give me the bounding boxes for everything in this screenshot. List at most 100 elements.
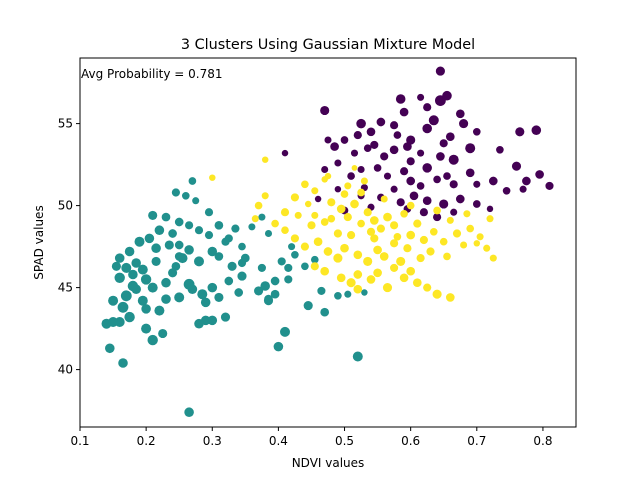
cluster-2-point [273,341,284,352]
cluster-3-point [412,278,422,288]
y-axis-label: SPAD values [32,205,46,279]
cluster-3-point [463,210,471,218]
cluster-1-point [417,149,425,157]
cluster-3-point [340,243,349,253]
cluster-2-point [258,213,266,221]
x-tick-label: 0.2 [137,434,156,448]
cluster-2-point [277,257,286,266]
cluster-2-point [194,318,204,329]
cluster-3-point [357,188,365,197]
cluster-2-point [220,312,231,322]
cluster-3-point [353,270,363,279]
cluster-1-point [422,196,432,206]
cluster-2-point [317,286,326,295]
cluster-1-point [472,200,481,208]
cluster-2-point [144,233,155,244]
cluster-2-point [118,358,128,368]
cluster-2-point [134,236,145,247]
cluster-1-point [443,172,451,180]
cluster-2-point [131,258,141,268]
cluster-1-point [417,93,425,101]
cluster-2-point [264,229,273,238]
cluster-3-point [333,229,342,238]
cluster-2-point [361,289,368,296]
cluster-2-point [204,231,214,240]
cluster-3-point [390,263,399,272]
cluster-2-point [141,304,151,314]
cluster-2-point [171,188,180,197]
cluster-2-point [137,264,148,275]
cluster-2-point [214,252,224,261]
cluster-1-point [472,127,481,136]
cluster-2-point [120,290,132,302]
cluster-2-point [214,292,224,302]
cluster-2-point [117,301,129,313]
cluster-2-point [194,226,204,235]
cluster-3-point [445,293,455,302]
cluster-3-point [379,252,389,261]
cluster-1-point [389,145,399,155]
cluster-1-point [465,168,475,178]
cluster-3-point [300,242,309,251]
cluster-3-point [443,252,451,261]
cluster-2-point [111,261,121,271]
cluster-2-point [137,295,148,306]
cluster-1-point [347,172,355,180]
cluster-2-point [114,253,125,263]
cluster-1-point [366,127,376,137]
cluster-1-point [406,135,416,145]
cluster-3-point [373,268,382,278]
cluster-3-point [460,241,468,249]
cluster-2-point [194,256,204,267]
cluster-3-point [311,211,319,219]
cluster-3-point [320,218,329,226]
x-tick-label: 0.6 [401,434,420,448]
cluster-1-point [496,145,504,154]
cluster-2-point [280,326,290,337]
cluster-3-point [429,227,438,236]
cluster-1-point [465,143,476,154]
cluster-3-point [340,190,349,198]
cluster-3-point [313,237,323,247]
cluster-2-point [148,210,158,220]
cluster-2-point [154,305,165,316]
cluster-1-point [439,139,448,148]
cluster-2-point [161,294,171,304]
cluster-1-point [334,159,342,167]
cluster-2-point [284,275,293,284]
cluster-3-point [327,198,336,207]
cluster-3-point [413,219,422,228]
cluster-2-point [197,289,208,300]
cluster-2-point [334,291,342,300]
x-tick-label: 0.1 [70,434,89,448]
cluster-3-point [357,219,365,228]
cluster-1-point [370,140,379,149]
cluster-3-point [446,216,454,224]
cluster-1-point [473,180,481,188]
cluster-3-point [209,174,216,181]
cluster-2-point [254,286,264,296]
cluster-2-point [237,271,247,281]
cluster-2-point [151,243,161,253]
cluster-1-point [488,176,498,186]
cluster-2-point [161,212,171,222]
cluster-3-point [301,180,309,189]
cluster-2-point [141,323,152,334]
y-tick-label: 40 [58,363,73,377]
cluster-3-point [396,256,406,266]
cluster-2-point [114,272,125,283]
cluster-3-point [336,204,346,214]
cluster-3-point [393,232,402,241]
cluster-3-point [419,235,428,245]
cluster-3-point [261,156,269,163]
cluster-1-point [535,170,544,179]
cluster-3-point [406,230,416,240]
cluster-3-point [366,227,376,236]
chart-title: 3 Clusters Using Gaussian Mixture Model [181,37,475,53]
cluster-3-point [383,212,392,222]
cluster-1-point [356,118,366,129]
cluster-1-point [363,144,372,153]
y-tick-label: 45 [58,281,73,295]
cluster-3-point [351,165,358,171]
cluster-1-point [390,121,399,130]
